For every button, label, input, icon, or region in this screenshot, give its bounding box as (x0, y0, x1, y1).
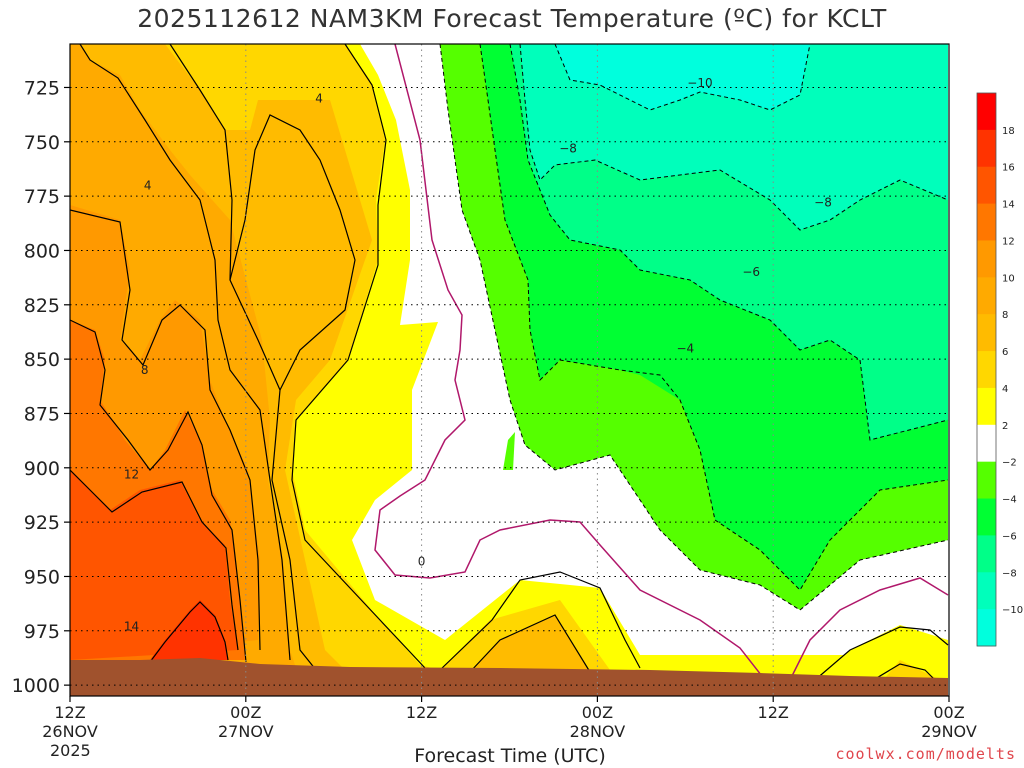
x-tick-label: 12Z (406, 703, 437, 722)
colorbar-label: 8 (1002, 310, 1008, 321)
colorbar-swatch (977, 609, 996, 647)
contour-line-minus2 (439, 44, 949, 611)
colorbar-swatch (977, 129, 996, 168)
contour-line-6-lower (469, 614, 591, 673)
contour-label: −8 (814, 196, 832, 210)
colorbar-swatch (977, 461, 996, 500)
y-tick-label: 775 (24, 186, 60, 208)
contour-label: 0 (418, 554, 426, 568)
colorbar-swatch (977, 572, 996, 610)
contour-line-6 (169, 44, 321, 676)
colorbar-label: −10 (1002, 605, 1023, 616)
colorbar-swatch (977, 351, 996, 389)
ground (70, 658, 948, 696)
contour-line-4-inner (229, 114, 356, 391)
contour-label: 8 (141, 363, 149, 377)
contour-label: −6 (742, 265, 760, 279)
colorbar-swatch (977, 93, 996, 131)
colorbar-label: −8 (1002, 568, 1017, 579)
contour-label: 12 (124, 467, 139, 481)
contour-line-8 (79, 44, 291, 661)
chart-title: 2025112612 NAM3KM Forecast Temperature (… (137, 4, 887, 33)
contour-label: −10 (687, 76, 712, 90)
plot-frame (69, 43, 950, 697)
credit-link[interactable]: coolwx.com/modelts (835, 745, 1016, 763)
band-16-18 (150, 600, 228, 660)
contour-line-minus10 (554, 44, 811, 111)
colorbar-swatch (977, 277, 996, 315)
y-tick-label: 950 (24, 566, 60, 588)
y-tick-label: 825 (24, 295, 60, 317)
contour-line-0 (374, 44, 766, 681)
colorbar-swatch (977, 314, 996, 352)
y-tick-label: 875 (24, 403, 60, 425)
colorbar-swatch (977, 166, 996, 205)
contour-line-0-right (789, 577, 949, 681)
y-tick-label: 750 (24, 132, 60, 154)
colorbar-label: 2 (1002, 421, 1008, 432)
x-tick-label: 00Z (582, 703, 613, 722)
colorbar-label: −6 (1002, 531, 1017, 542)
band-minus10-12 (555, 44, 810, 110)
colorbar-label: 16 (1002, 163, 1015, 174)
contour-line-14 (70, 469, 239, 651)
colorbar-label: 4 (1002, 384, 1008, 395)
colorbar-swatch (977, 424, 996, 463)
y-tick-label: 850 (24, 349, 60, 371)
contour-labels: 4 4 8 12 14 0 −10 −8 −8 −6 −4 (124, 76, 832, 633)
colorbar-swatch (977, 535, 996, 573)
x-tick-label: 00Z (230, 703, 261, 722)
colorbar-swatch (977, 387, 996, 426)
colorbar-label: 12 (1002, 236, 1015, 247)
contour-line-minus4 (479, 44, 949, 591)
x-tick-label: 00Z (933, 703, 964, 722)
contour-label: 4 (315, 91, 323, 105)
y-tick-label: 800 (24, 240, 60, 262)
contour-line-4-lower (439, 571, 641, 671)
colorbar-swatch (977, 498, 996, 536)
x-tick-label: 12Z (758, 703, 789, 722)
contour-label: −4 (676, 341, 694, 355)
contour-line-12 (70, 319, 247, 663)
colorbar: 18 16 14 12 10 8 6 4 2 −2 −4 −6 −8 −10 (976, 92, 1023, 647)
x-tick-label: 28NOV (570, 722, 626, 741)
x-tick-label: 27NOV (218, 722, 274, 741)
contour-line-16 (149, 601, 229, 663)
y-axis: 725 750 775 800 825 850 875 900 925 950 975 1000 (12, 77, 70, 697)
y-tick-label: 925 (24, 512, 60, 534)
y-tick-label: 1000 (12, 675, 60, 697)
colorbar-label: 6 (1002, 347, 1008, 358)
x-axis-label: Forecast Time (UTC) (414, 745, 606, 767)
contour-label: 4 (144, 178, 152, 192)
colorbar-label: −4 (1002, 495, 1017, 506)
colorbar-label: 14 (1002, 200, 1015, 211)
filled-contours (70, 44, 949, 696)
contour-line-minus6 (509, 44, 949, 441)
contour-line-minus8 (519, 44, 949, 231)
colorbar-swatch (977, 203, 996, 241)
contour-lines (70, 44, 949, 686)
y-tick-label: 975 (24, 621, 60, 643)
y-tick-label: 900 (24, 458, 60, 480)
contour-label: 14 (124, 619, 139, 633)
colorbar-label: 18 (1002, 126, 1015, 137)
x-tick-label: 2025 (50, 741, 91, 760)
colorbar-label: −2 (1002, 458, 1017, 469)
band-minus2-4-blob (503, 432, 515, 470)
contour-line-2-right (814, 626, 949, 681)
colorbar-label: 10 (1002, 273, 1015, 284)
colorbar-frame (976, 92, 997, 647)
x-tick-label: 12Z (54, 703, 85, 722)
contour-line-4-right (869, 663, 941, 686)
y-tick-label: 725 (24, 77, 60, 99)
colorbar-swatch (977, 240, 996, 278)
contour-label: −8 (559, 141, 577, 155)
x-tick-label: 29NOV (921, 722, 977, 741)
x-tick-label: 26NOV (42, 722, 98, 741)
contour-line-4 (291, 44, 426, 669)
